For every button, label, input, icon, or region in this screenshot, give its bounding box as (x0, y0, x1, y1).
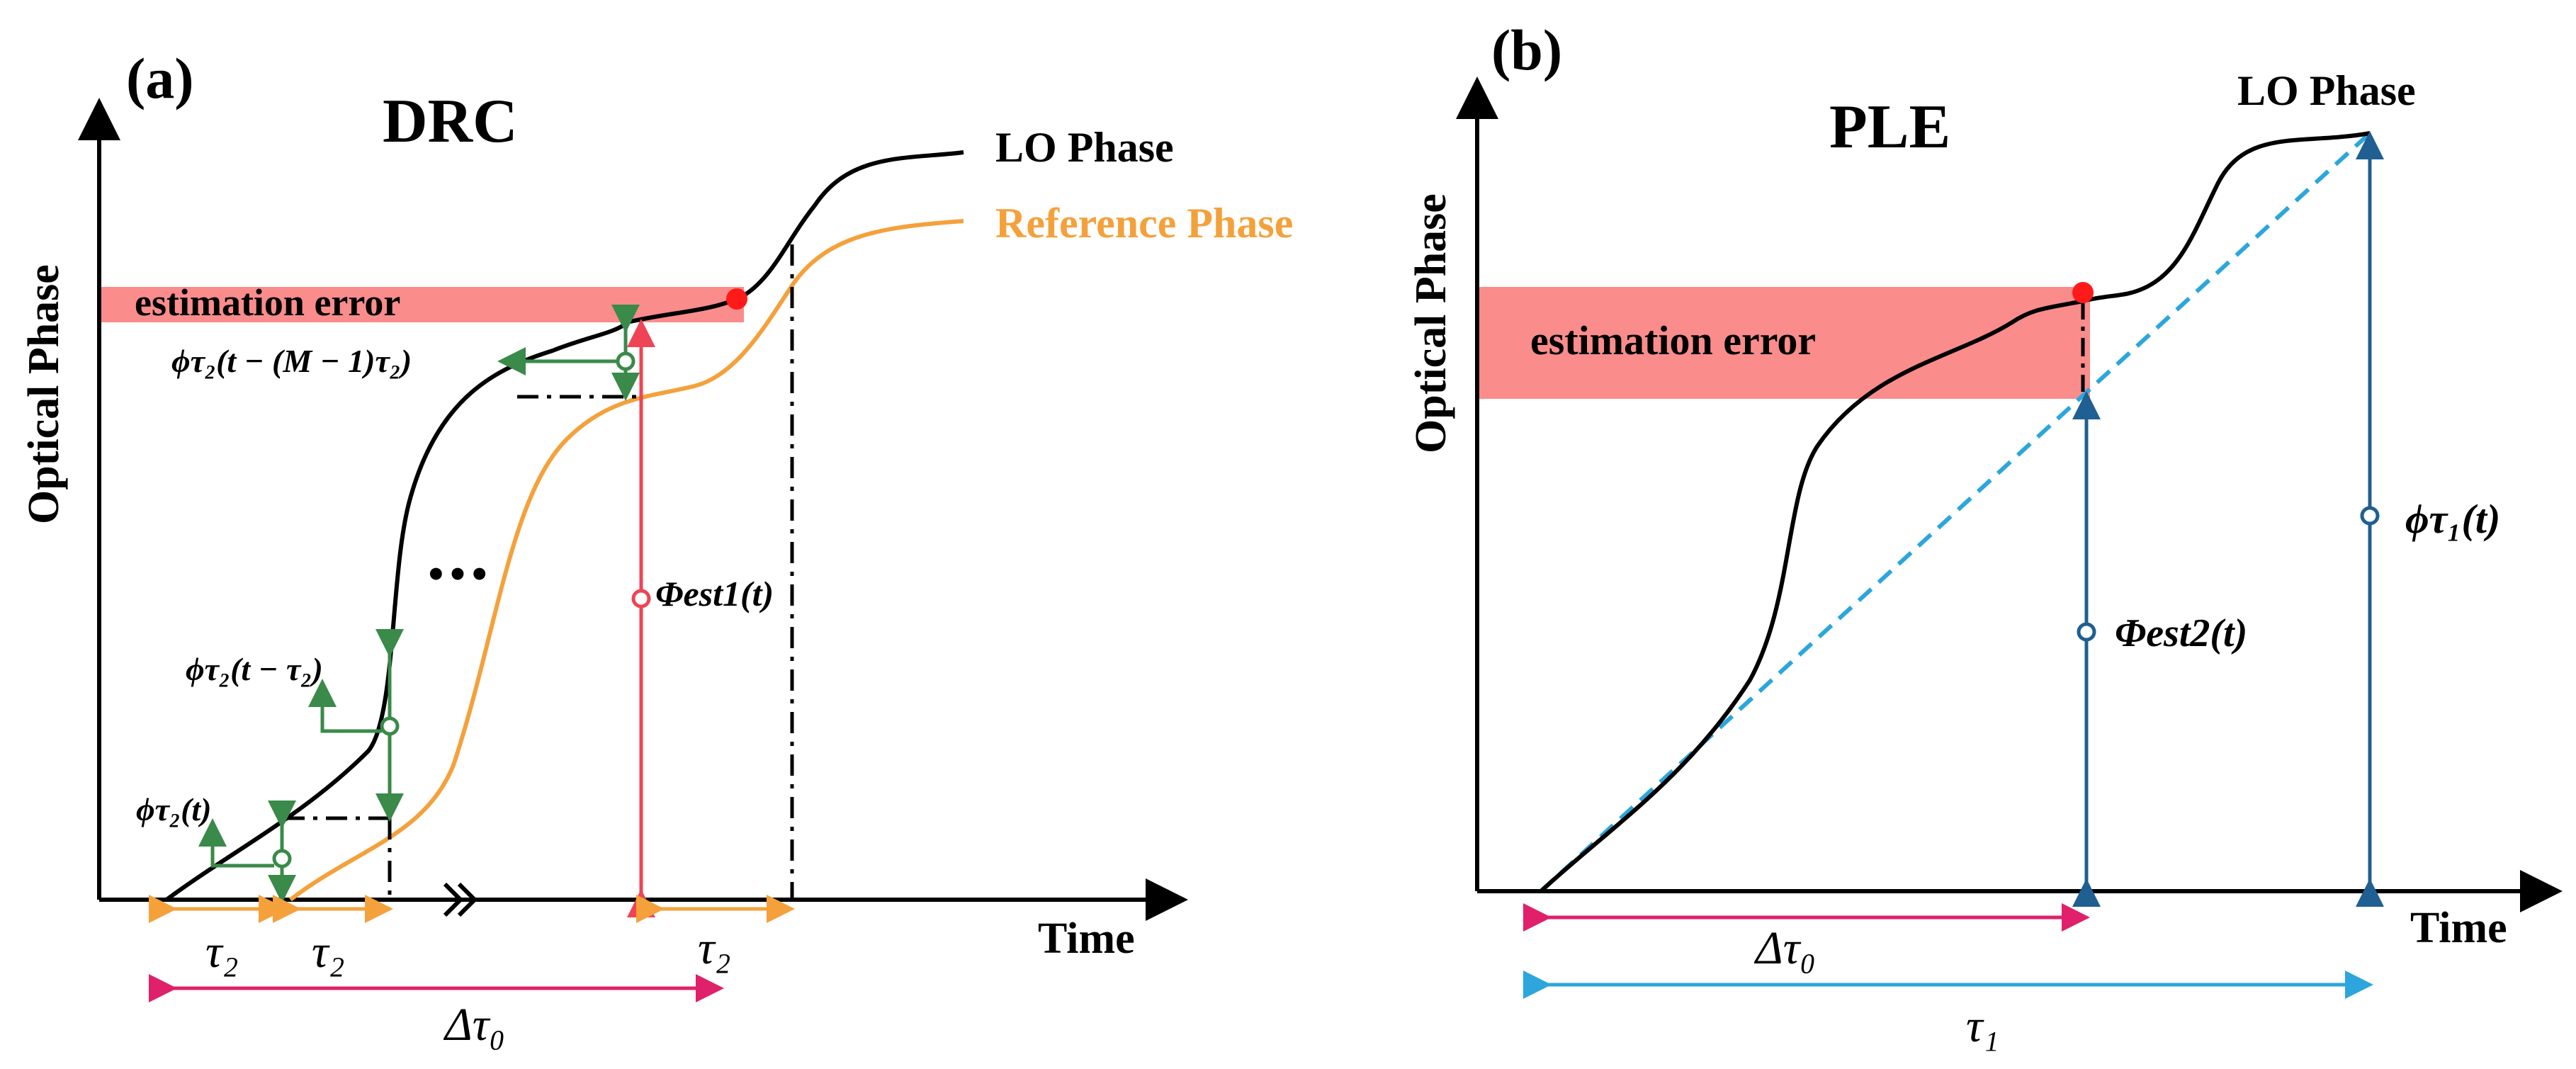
panel-a-label: (a) (126, 46, 194, 111)
delta-tau0-label: Δτ₀ (1753, 922, 1816, 974)
y-axis-label: Optical Phase (1407, 193, 1455, 453)
panel-b-title: PLE (1829, 93, 1950, 162)
lo-phase-label: LO Phase (2237, 67, 2416, 114)
axis-break (443, 882, 478, 917)
estimation-error-label: estimation error (135, 281, 400, 324)
lo-phase-curve (165, 150, 964, 902)
phi-est2-label: Φest2(t) (2115, 611, 2247, 655)
phi-est2-marker (2077, 622, 2096, 642)
panel-b-label: (b) (1491, 18, 1562, 82)
panel-a-title: DRC (383, 87, 518, 156)
tau2-label-2: τ₂ (312, 926, 345, 978)
x-axis-label: Time (1038, 915, 1135, 963)
estimation-error-label: estimation error (1530, 317, 1816, 363)
phi-tau1-label: ϕτ₁(t) (2405, 496, 2500, 542)
phi-tau1-marker (2360, 506, 2380, 526)
lo-current-point (726, 288, 747, 310)
tau2-label-1: τ₂ (205, 926, 239, 978)
phi-t-label: ϕτ₂(t) (136, 791, 212, 827)
phi-t-minus-tau2-marker (308, 629, 404, 822)
phi-t-m-marker (497, 305, 640, 401)
lo-phase-curve (1539, 131, 2371, 893)
phi-est1-label: Φest1(t) (655, 574, 774, 613)
reference-phase-curve (289, 219, 964, 902)
phi-est1-marker (631, 589, 651, 609)
tau2-label-3: τ₂ (698, 922, 731, 974)
phi-t-minus-tau2-label: ϕτ₂(t − τ₂) (186, 651, 323, 687)
ellipsis: ••• (425, 555, 490, 595)
x-axis-label: Time (2410, 904, 2507, 952)
reference-phase-label: Reference Phase (995, 200, 1293, 247)
panel-b: (b) PLE estimation error Optical Phase T… (1407, 18, 2563, 1052)
estimation-error-band (1477, 287, 2090, 399)
panel-a: (a) DRC estimation error Optical Phase T… (20, 46, 1293, 1051)
delta-tau0-label: Δτ₀ (443, 999, 505, 1051)
linear-estimate-line (1539, 131, 2372, 893)
lo-current-point (2072, 282, 2094, 303)
y-axis-label: Optical Phase (20, 264, 68, 524)
tau1-label: τ₁ (1966, 1000, 1999, 1052)
phi-t-marker (198, 801, 296, 903)
lo-phase-label: LO Phase (995, 124, 1174, 171)
phi-t-m-label: ϕτ₂(t − (M − 1)τ₂) (171, 343, 412, 379)
